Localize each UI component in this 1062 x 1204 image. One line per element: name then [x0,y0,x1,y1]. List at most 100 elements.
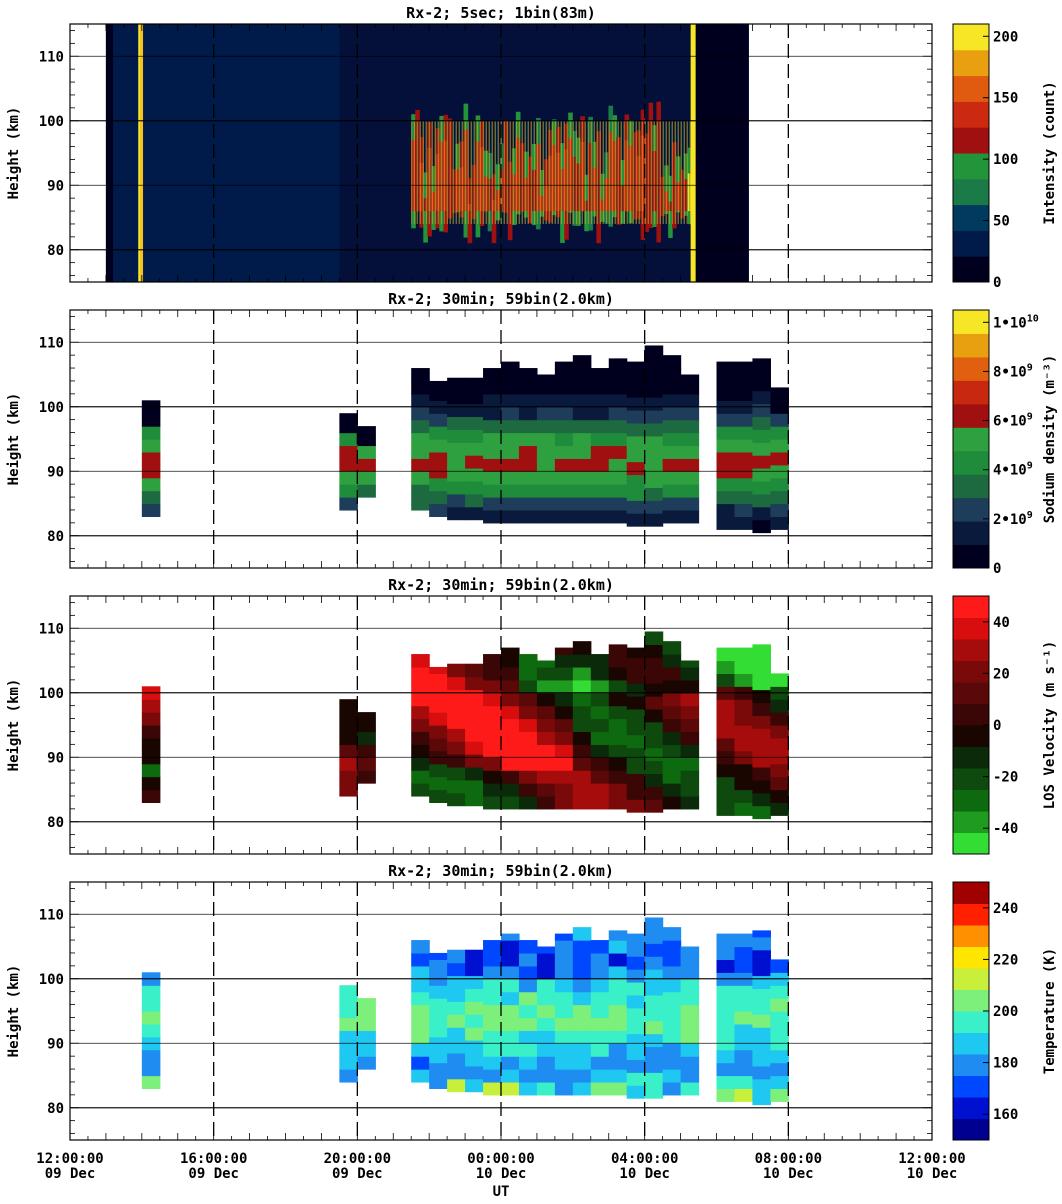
data-cell [483,393,502,408]
data-cell [501,368,520,382]
data-cell [501,940,520,954]
data-cell [644,1059,664,1073]
data-cell [447,766,466,781]
data-cell [644,994,664,1009]
data-cell [716,763,736,778]
data-cell [554,770,574,784]
data-cell [536,1017,556,1031]
data-cell [447,715,466,729]
panel-title: Rx-2; 30min; 59bin(2.0km) [388,862,614,880]
data-cell [483,471,502,485]
data-cell [501,1030,520,1044]
data-cell [483,744,502,758]
data-cell [752,403,771,418]
data-cell [572,432,592,447]
data-cell [518,757,538,771]
data-cell [411,393,430,408]
data-cell [770,439,789,453]
data-cell [590,770,610,784]
data-cell [590,718,610,733]
data-cell [518,731,538,745]
data-cell [662,1017,682,1031]
data-cell [608,432,628,447]
data-cell [716,1049,736,1064]
data-cell [536,965,556,980]
y-tick-label: 100 [39,114,64,130]
data-cell [644,799,664,813]
data-cell [501,991,520,1006]
data-cell [554,1043,574,1057]
data-cell [752,429,771,443]
data-cell [357,718,376,733]
data-cell [662,641,682,655]
data-cell [518,679,538,694]
data-cell [501,692,520,707]
data-cell [734,789,754,803]
data-cell [662,445,682,459]
data-cell [501,770,520,784]
x-tick-date: 10 Dec [763,1166,814,1182]
data-cell [339,770,358,784]
data-cell [518,795,538,810]
data-cell [608,783,628,797]
data-cell [608,705,628,720]
data-cell [734,1088,754,1102]
y-tick-label: 90 [47,464,64,480]
data-cell [680,445,700,459]
data-cell [752,936,771,951]
data-cell [339,432,358,447]
data-cell [626,695,646,710]
data-cell [770,802,789,816]
colorbar-swatch [953,403,989,428]
panel-title: Rx-2; 5sec; 1bin(83m) [406,4,596,22]
data-cell [554,432,574,447]
data-cell [572,666,592,681]
data-cell [536,978,556,993]
data-cell [752,1014,771,1028]
data-cell [572,641,592,655]
data-cell [518,497,538,511]
data-cell [680,497,700,511]
data-cell [716,933,736,948]
colorbar-tick-label: 150 [993,91,1018,107]
data-cell [626,371,646,385]
data-cell [662,432,682,447]
data-cell [536,946,556,954]
data-cell [626,500,646,514]
data-cell [572,692,592,707]
data-cell [716,712,736,726]
colorbar-swatch [953,1054,989,1076]
data-cell [483,679,502,694]
data-cell [608,368,628,382]
colorbar-swatch [953,333,989,358]
data-cell [572,952,592,967]
x-tick-time: 20:00:00 [324,1151,391,1167]
x-tick-date: 10 Dec [476,1166,527,1182]
data-cell [518,432,538,447]
data-cell [590,1043,610,1057]
colorbar-tick-label: -20 [993,770,1018,786]
data-cell [411,991,430,1006]
data-cell [644,930,664,944]
data-cell [716,1011,736,1025]
data-cell [734,1075,754,1089]
data-cell [411,1004,430,1019]
data-cell [357,712,376,720]
data-cell [501,666,520,681]
data-cell [447,442,466,456]
data-cell [554,1069,574,1083]
data-cell [357,484,376,498]
colorbar-tick-label: 8•109 [993,362,1033,380]
colorbar-swatch [953,380,989,405]
data-cell [536,471,556,485]
data-cell [447,689,466,704]
data-cell [680,705,700,720]
data-cell [770,477,789,492]
data-cell [752,506,771,521]
data-cell [554,406,574,421]
data-cell [590,795,610,810]
data-cell [518,471,538,485]
data-cell [734,516,754,530]
data-cell [770,959,789,973]
data-cell [536,679,556,694]
